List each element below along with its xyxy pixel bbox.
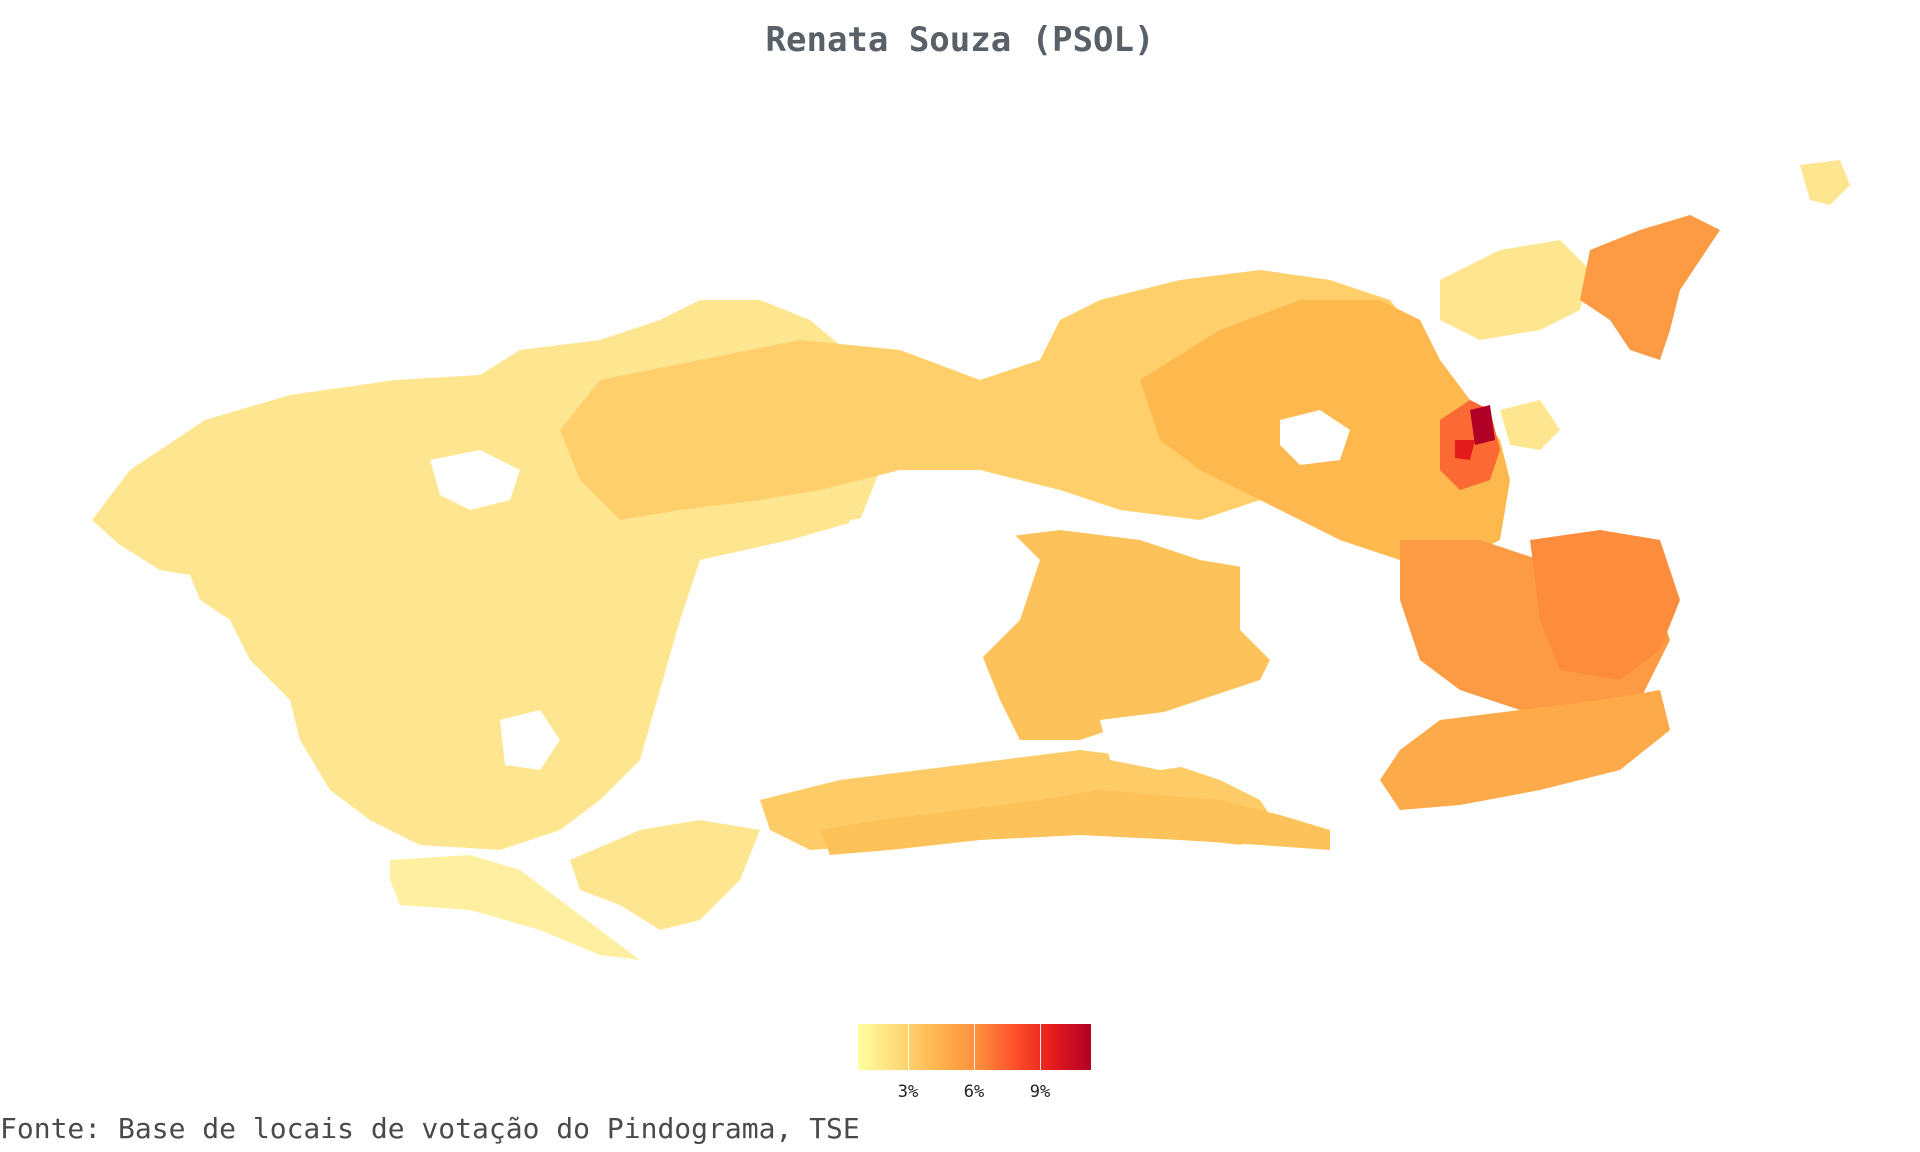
map-title: Renata Souza (PSOL) — [765, 20, 1155, 60]
legend-label-6: 6% — [963, 1082, 985, 1102]
legend-label-9: 9% — [1029, 1082, 1051, 1102]
south-coast — [820, 790, 1330, 855]
legend-tick-mark — [974, 1024, 975, 1070]
legend-tick-mark — [1040, 1024, 1041, 1070]
legend-color-bar — [858, 1024, 1091, 1070]
legend-tick-mark — [908, 1024, 909, 1070]
source-caption: Fonte: Base de locais de votação do Pind… — [0, 1112, 860, 1145]
legend-label-3: 3% — [897, 1082, 919, 1102]
color-legend: 3% 6% 9% — [858, 1024, 1091, 1102]
water-bodies — [430, 410, 1350, 770]
ilha-governador — [1440, 160, 1850, 360]
downtown-zone — [1440, 400, 1560, 490]
